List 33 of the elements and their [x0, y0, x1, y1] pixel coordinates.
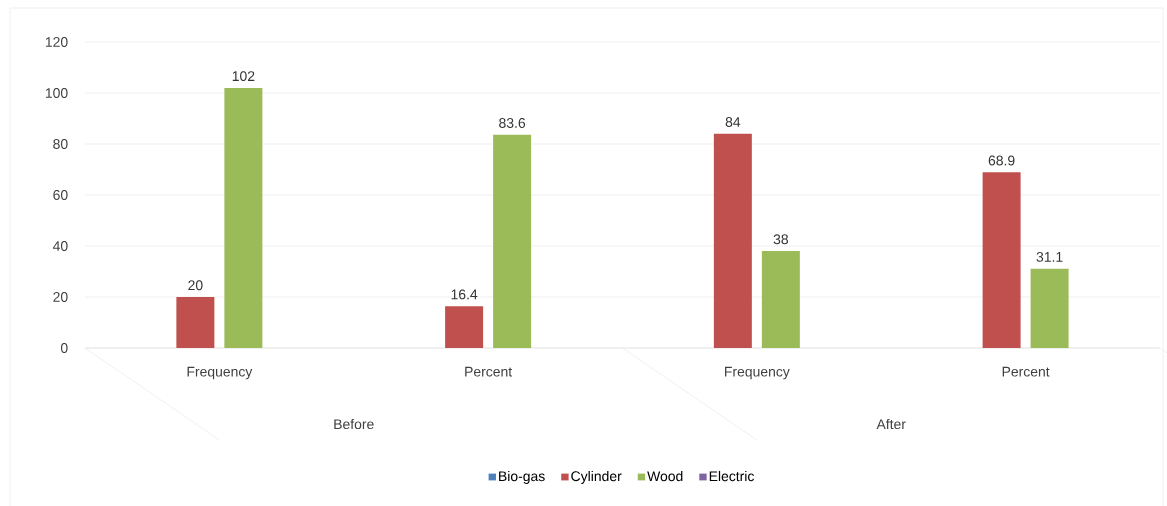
data-label: 16.4	[451, 289, 478, 300]
data-label: 83.6	[499, 118, 526, 128]
bar	[224, 87, 263, 348]
bar	[176, 297, 215, 348]
legend-label: Electric	[709, 470, 755, 482]
x-tick-label: Percent	[465, 366, 513, 377]
y-tick-label: 60	[53, 190, 68, 200]
data-label: 68.9	[988, 155, 1015, 166]
bar	[493, 134, 532, 348]
bar	[1030, 268, 1069, 348]
bar	[445, 306, 484, 348]
data-label: 31.1	[1036, 251, 1063, 262]
y-tick-label: 40	[52, 241, 68, 251]
legend-label: Bio-gas	[499, 470, 545, 484]
x-tick-label: Percent	[1002, 366, 1050, 377]
x-tick-label: Frequency	[725, 366, 790, 380]
text: After	[876, 418, 906, 430]
y-tick-label: 100	[45, 88, 68, 98]
data-label: 20	[188, 280, 203, 291]
legend-label: Wood	[647, 470, 683, 482]
y-tick-label: 120	[45, 37, 68, 47]
data-label: 84	[725, 117, 741, 127]
legend-label: Cylinder	[571, 470, 622, 484]
x-tick-label: Frequency	[187, 366, 253, 380]
bar	[982, 172, 1021, 348]
y-tick-label: 20	[53, 292, 68, 302]
y-tick-label: 0	[60, 343, 68, 353]
text: Before	[334, 418, 374, 430]
data-label: 38	[773, 234, 789, 245]
bar	[761, 251, 800, 348]
y-tick-label: 80	[53, 139, 68, 149]
data-label: 102	[232, 71, 255, 82]
bar	[713, 133, 752, 348]
